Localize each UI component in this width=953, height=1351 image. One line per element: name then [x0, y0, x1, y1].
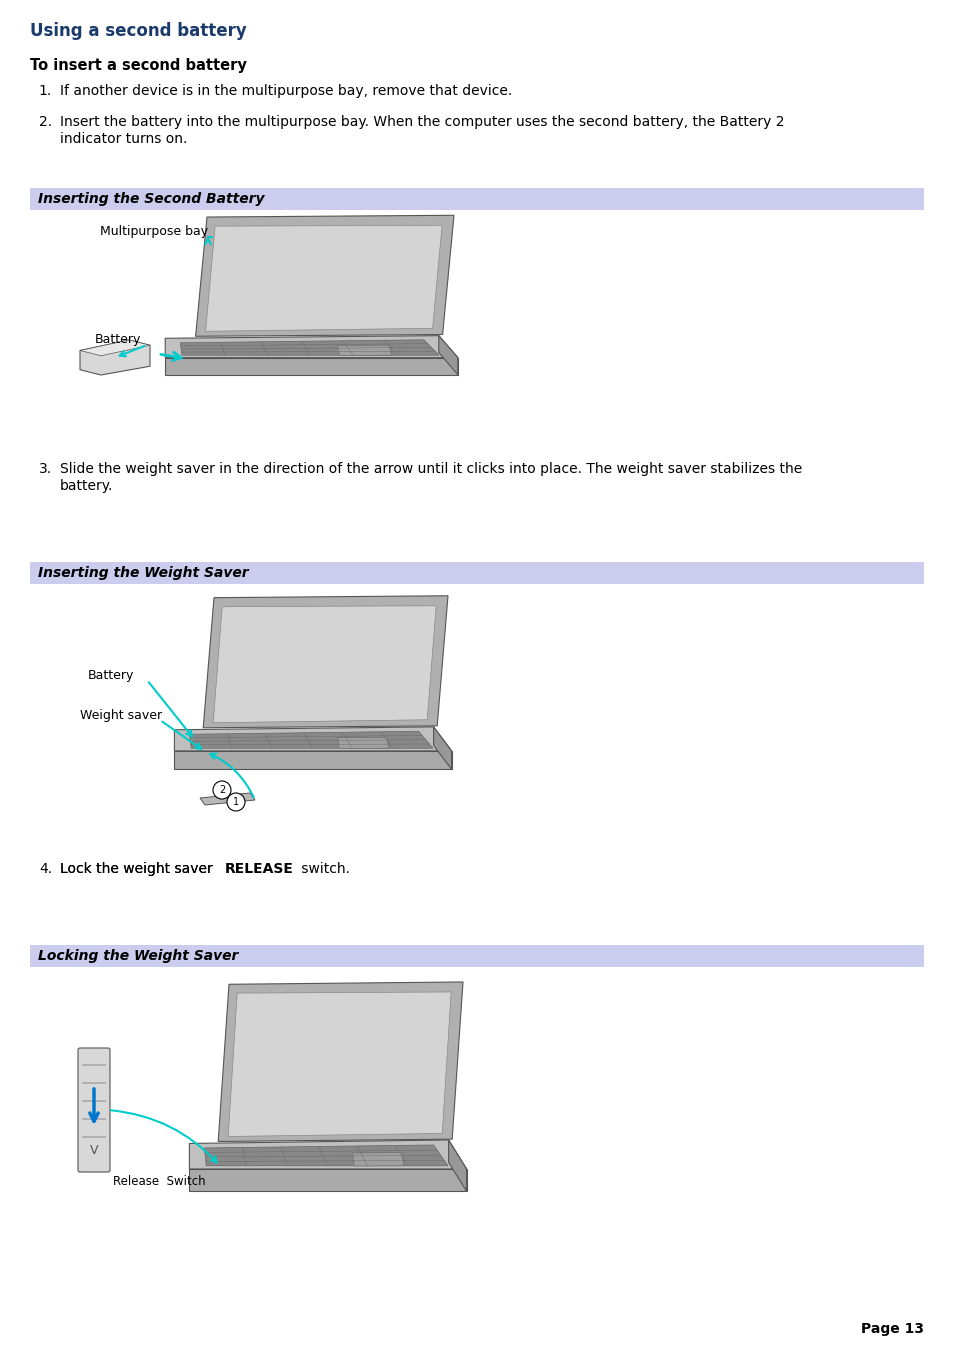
Text: Locking the Weight Saver: Locking the Weight Saver: [38, 948, 238, 963]
Polygon shape: [218, 982, 462, 1142]
Polygon shape: [165, 358, 457, 374]
Polygon shape: [206, 226, 441, 331]
Text: 1.: 1.: [39, 84, 52, 99]
Text: switch.: switch.: [296, 862, 350, 875]
Text: To insert a second battery: To insert a second battery: [30, 58, 247, 73]
Polygon shape: [165, 335, 457, 358]
Text: battery.: battery.: [60, 480, 113, 493]
Polygon shape: [213, 605, 436, 723]
Polygon shape: [195, 215, 454, 336]
Text: 4.: 4.: [39, 862, 52, 875]
Polygon shape: [80, 340, 150, 376]
Bar: [30, 562, 923, 584]
Polygon shape: [204, 1144, 448, 1166]
Polygon shape: [190, 731, 433, 748]
Polygon shape: [337, 346, 391, 355]
Text: 1: 1: [233, 797, 239, 807]
Text: 3.: 3.: [39, 462, 52, 476]
Polygon shape: [180, 340, 438, 355]
Text: Battery: Battery: [95, 334, 141, 346]
Bar: [30, 944, 923, 967]
Text: Lock the weight saver: Lock the weight saver: [60, 862, 217, 875]
Polygon shape: [438, 335, 457, 374]
Text: Page 13: Page 13: [861, 1323, 923, 1336]
Text: Lock the weight saver RELEASE switch.: Lock the weight saver RELEASE switch.: [60, 862, 332, 875]
Polygon shape: [203, 596, 448, 728]
Text: indicator turns on.: indicator turns on.: [60, 132, 187, 146]
Circle shape: [227, 793, 245, 811]
Text: Release  Switch: Release Switch: [112, 1175, 206, 1188]
Text: If another device is in the multipurpose bay, remove that device.: If another device is in the multipurpose…: [60, 84, 512, 99]
Polygon shape: [190, 1140, 466, 1169]
Circle shape: [213, 781, 231, 798]
Polygon shape: [80, 340, 150, 355]
Polygon shape: [353, 1152, 403, 1166]
Text: 2: 2: [218, 785, 225, 794]
FancyBboxPatch shape: [78, 1048, 110, 1173]
Text: RELEASE: RELEASE: [225, 862, 294, 875]
Polygon shape: [174, 751, 451, 769]
Polygon shape: [337, 738, 388, 748]
Text: Battery: Battery: [88, 669, 134, 681]
Text: V: V: [90, 1143, 98, 1156]
Polygon shape: [200, 793, 254, 805]
Text: Insert the battery into the multipurpose bay. When the computer uses the second : Insert the battery into the multipurpose…: [60, 115, 783, 128]
Text: 2.: 2.: [39, 115, 52, 128]
Bar: [30, 188, 923, 209]
Text: Lock the weight saver: Lock the weight saver: [60, 862, 217, 875]
Polygon shape: [190, 1169, 466, 1192]
Polygon shape: [434, 727, 451, 769]
Polygon shape: [174, 727, 451, 751]
Text: Weight saver: Weight saver: [80, 708, 162, 721]
Text: Using a second battery: Using a second battery: [30, 22, 247, 41]
Text: Inserting the Weight Saver: Inserting the Weight Saver: [38, 566, 249, 580]
Text: Multipurpose bay: Multipurpose bay: [100, 226, 208, 239]
Polygon shape: [228, 992, 451, 1136]
Text: Inserting the Second Battery: Inserting the Second Battery: [38, 192, 264, 205]
Polygon shape: [448, 1140, 466, 1192]
Text: Slide the weight saver in the direction of the arrow until it clicks into place.: Slide the weight saver in the direction …: [60, 462, 801, 476]
